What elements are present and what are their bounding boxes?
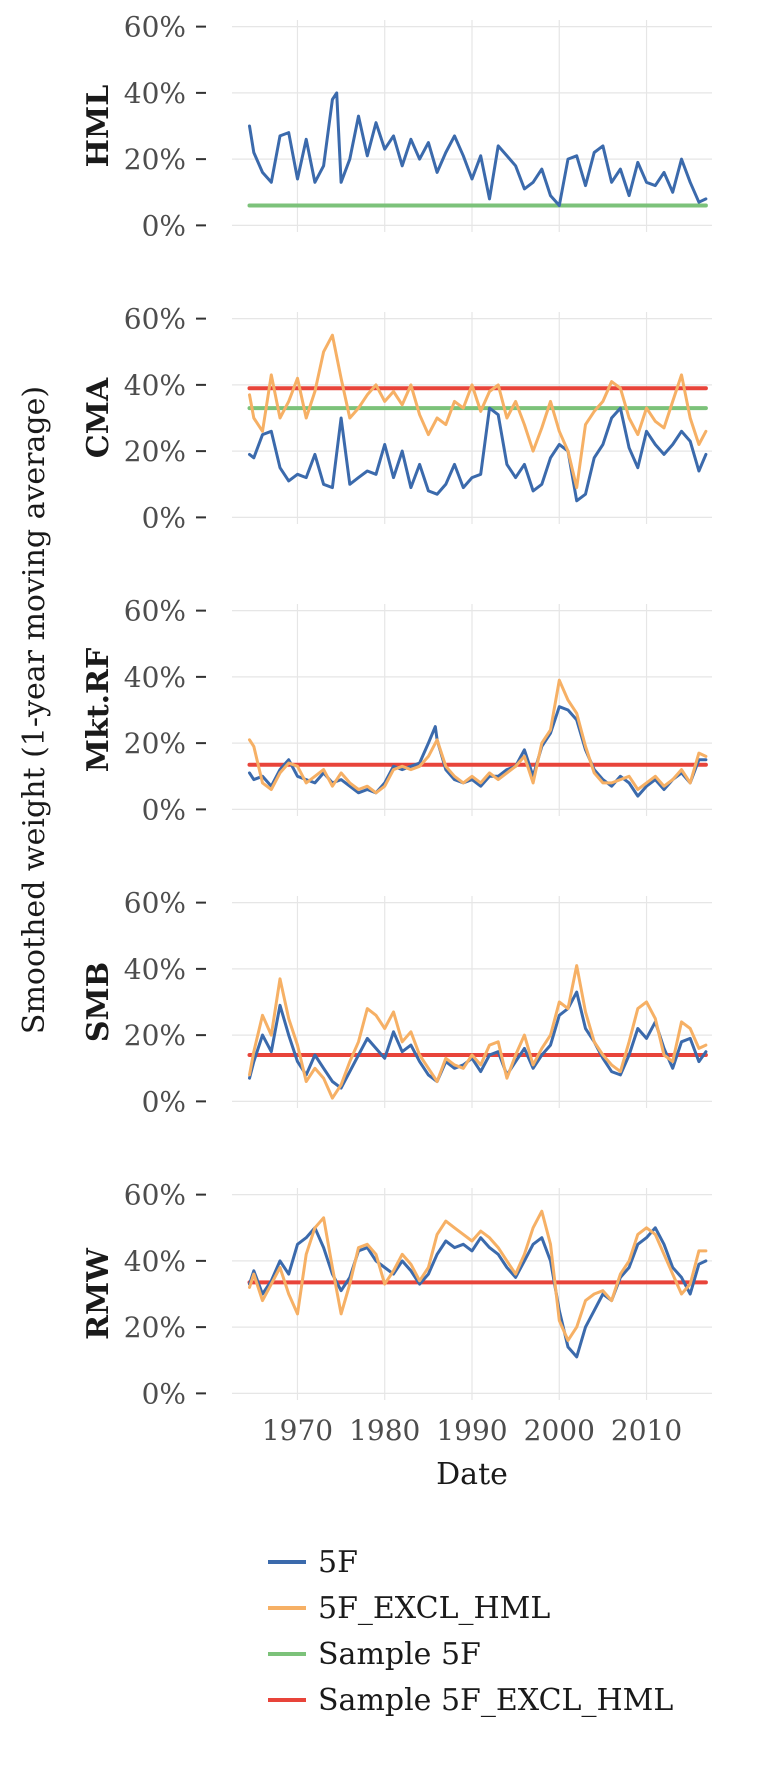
y-tick-label: 0%: [142, 501, 186, 534]
y-tick-label: 60%: [124, 595, 186, 628]
y-tick-label: 40%: [124, 661, 186, 694]
y-tick-label: 40%: [124, 953, 186, 986]
panel-title: Mkt.RF: [81, 648, 116, 773]
panel-cma: 0% 20% 40% 60% CMA: [81, 303, 712, 534]
x-tick-label: 1990: [436, 1414, 507, 1447]
x-tick-label: 2000: [524, 1414, 595, 1447]
legend-label-s5: Sample 5F: [318, 1637, 481, 1672]
legend-label-f5: 5F: [318, 1545, 358, 1580]
panel-title: RMW: [81, 1247, 116, 1340]
panel-title: SMB: [81, 962, 116, 1042]
series-line-f5: [248, 91, 708, 207]
x-tick-label: 1980: [349, 1414, 420, 1447]
series-line-excl: [248, 678, 708, 795]
legend-label-excl: 5F_EXCL_HML: [318, 1591, 550, 1626]
y-tick-label: 20%: [124, 435, 186, 468]
panel-title: CMA: [81, 377, 116, 458]
panel-mkt-rf: 0% 20% 40% 60%Mkt.RF: [81, 595, 712, 826]
y-tick-label: 60%: [124, 303, 186, 336]
legend-label-sexcl: Sample 5F_EXCL_HML: [318, 1683, 673, 1718]
x-axis-title: Date: [436, 1457, 508, 1492]
series-line-excl: [248, 964, 708, 1100]
y-tick-label: 40%: [124, 1245, 186, 1278]
y-tick-label: 0%: [142, 209, 186, 242]
series-line-f5: [248, 406, 708, 503]
panel-smb: 0% 20% 40% 60% SMB: [81, 887, 712, 1118]
panel-rmw: 0% 20% 40% 60% RMW: [81, 1179, 712, 1410]
y-tick-label: 0%: [142, 1377, 186, 1410]
series-line-f5: [248, 990, 708, 1090]
series-line-excl: [248, 1209, 708, 1342]
y-tick-label: 0%: [142, 793, 186, 826]
panel-title: HML: [81, 85, 116, 168]
y-tick-label: 60%: [124, 1179, 186, 1212]
panel-hml: 0% 20% 40% 60% HML: [81, 11, 712, 242]
y-tick-label: 60%: [124, 11, 186, 44]
y-tick-label: 0%: [142, 1085, 186, 1118]
y-axis-title: Smoothed weight (1-year moving average): [17, 386, 52, 1034]
y-tick-label: 20%: [124, 143, 186, 176]
y-tick-label: 60%: [124, 887, 186, 920]
series-line-f5: [248, 1226, 708, 1359]
series-line-f5: [248, 705, 708, 798]
y-tick-label: 40%: [124, 369, 186, 402]
x-tick-label: 1970: [262, 1414, 333, 1447]
y-tick-label: 40%: [124, 77, 186, 110]
x-tick-label: 2010: [611, 1414, 682, 1447]
y-tick-label: 20%: [124, 727, 186, 760]
y-tick-label: 20%: [124, 1019, 186, 1052]
y-tick-label: 20%: [124, 1311, 186, 1344]
series-line-excl: [248, 333, 708, 490]
legend: 5F 5F_EXCL_HML Sample 5F Sample 5F_EXCL_HML: [268, 1545, 673, 1718]
